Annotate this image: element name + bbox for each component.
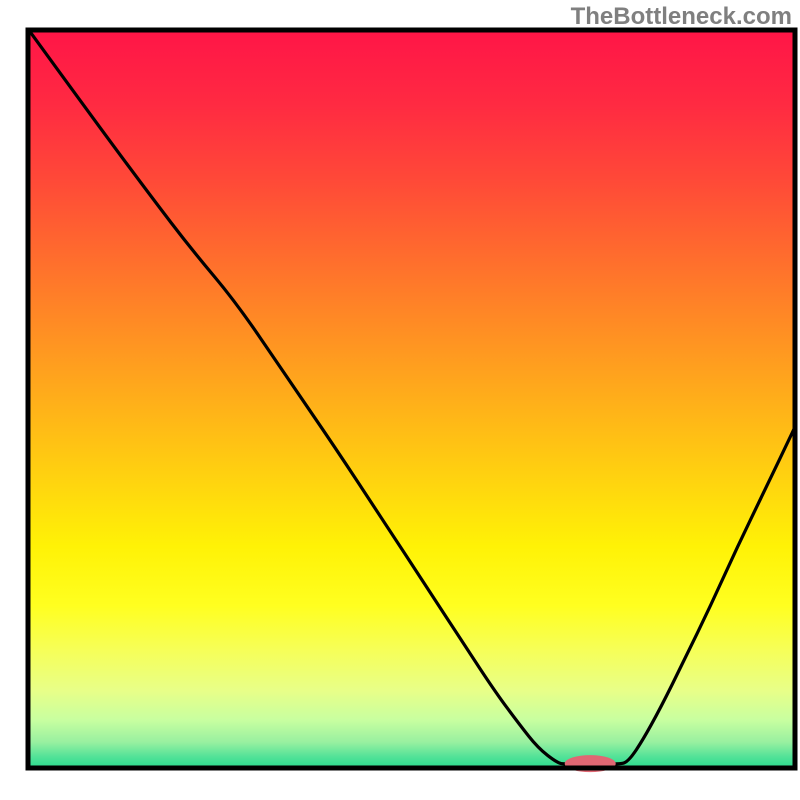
gradient-background [28,30,795,768]
bottleneck-chart [0,0,800,800]
chart-container: TheBottleneck.com [0,0,800,800]
watermark-text: TheBottleneck.com [571,3,792,31]
